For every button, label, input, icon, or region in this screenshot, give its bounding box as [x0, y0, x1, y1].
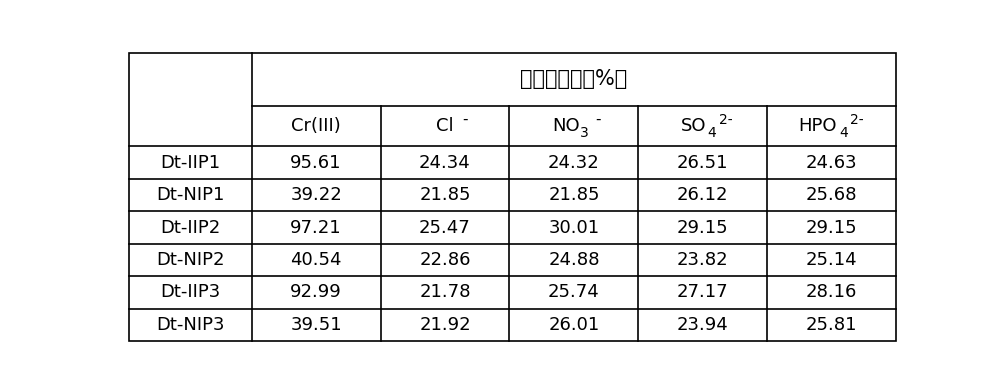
- Text: 26.01: 26.01: [548, 316, 600, 334]
- Text: 24.32: 24.32: [548, 154, 600, 172]
- Text: 26.51: 26.51: [677, 154, 729, 172]
- Text: 92.99: 92.99: [290, 284, 342, 301]
- Text: 40.54: 40.54: [290, 251, 342, 269]
- Text: 23.82: 23.82: [677, 251, 729, 269]
- Text: 30.01: 30.01: [548, 218, 599, 237]
- Text: -: -: [462, 112, 468, 127]
- Text: 21.92: 21.92: [419, 316, 471, 334]
- Text: Dt-IIP3: Dt-IIP3: [160, 284, 220, 301]
- Text: 25.74: 25.74: [548, 284, 600, 301]
- Text: Dt-NIP1: Dt-NIP1: [156, 186, 224, 204]
- Text: 39.22: 39.22: [290, 186, 342, 204]
- Text: 27.17: 27.17: [677, 284, 729, 301]
- Text: 25.81: 25.81: [806, 316, 857, 334]
- Text: 29.15: 29.15: [806, 218, 857, 237]
- Text: Dt-NIP2: Dt-NIP2: [156, 251, 225, 269]
- Text: Dt-NIP3: Dt-NIP3: [156, 316, 225, 334]
- Text: 25.14: 25.14: [806, 251, 857, 269]
- Text: 2-: 2-: [719, 113, 733, 127]
- Text: 24.63: 24.63: [806, 154, 857, 172]
- Text: 24.34: 24.34: [419, 154, 471, 172]
- Text: 4: 4: [708, 126, 716, 140]
- Text: Dt-IIP2: Dt-IIP2: [160, 218, 220, 237]
- Text: NO: NO: [552, 117, 580, 135]
- Text: Dt-IIP1: Dt-IIP1: [160, 154, 220, 172]
- Text: Cl: Cl: [436, 117, 454, 135]
- Text: 26.12: 26.12: [677, 186, 729, 204]
- Text: 25.68: 25.68: [806, 186, 857, 204]
- Text: 95.61: 95.61: [290, 154, 342, 172]
- Text: 23.94: 23.94: [677, 316, 729, 334]
- Text: 22.86: 22.86: [419, 251, 471, 269]
- Text: 25.47: 25.47: [419, 218, 471, 237]
- Text: 29.15: 29.15: [677, 218, 729, 237]
- Text: 24.88: 24.88: [548, 251, 600, 269]
- Text: 28.16: 28.16: [806, 284, 857, 301]
- Text: 21.85: 21.85: [548, 186, 600, 204]
- Text: 39.51: 39.51: [290, 316, 342, 334]
- Text: 3: 3: [580, 126, 588, 140]
- Text: 21.85: 21.85: [419, 186, 471, 204]
- Text: 97.21: 97.21: [290, 218, 342, 237]
- Text: 离子去除率（%）: 离子去除率（%）: [520, 69, 628, 89]
- Text: -: -: [595, 112, 601, 127]
- Text: Cr(III): Cr(III): [291, 117, 341, 135]
- Text: HPO: HPO: [798, 117, 837, 135]
- Text: 2-: 2-: [850, 113, 864, 127]
- Text: SO: SO: [681, 117, 706, 135]
- Text: 4: 4: [840, 126, 848, 140]
- Text: 21.78: 21.78: [419, 284, 471, 301]
